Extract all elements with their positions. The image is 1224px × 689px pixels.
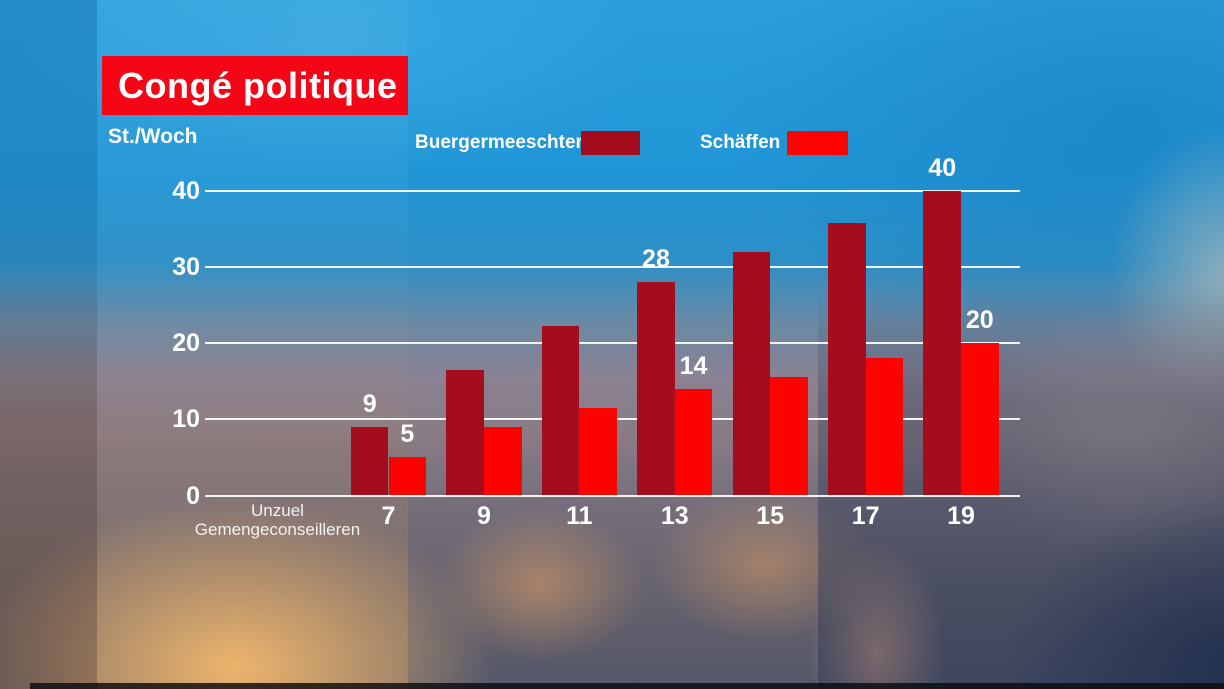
bar-buergermeeschter-9 [446, 369, 484, 496]
bar-schaeffen-7 [388, 457, 427, 496]
x-tick-label-19: 19 [947, 502, 975, 530]
bottom-black-strip [30, 683, 1224, 689]
x-tick-label-9: 9 [476, 502, 491, 530]
x-tick-label-17: 17 [851, 502, 880, 530]
y-tick-label-20: 20 [172, 329, 200, 358]
bar-value-label-buergermeeschter-19: 40 [928, 153, 957, 182]
gridline-20 [205, 342, 1020, 345]
x-axis-title-line1: Unzuel [251, 501, 304, 520]
y-tick-label-10: 10 [172, 405, 200, 434]
bar-value-label-schaeffen-19: 20 [965, 306, 994, 335]
gridline-0 [205, 494, 1020, 497]
bar-schaeffen-19 [961, 343, 999, 496]
x-tick-label-13: 13 [660, 502, 689, 530]
bar-schaeffen-17 [865, 358, 904, 496]
bar-buergermeeschter-7 [350, 426, 389, 496]
bar-buergermeeschter-13 [637, 282, 675, 496]
bar-value-label-schaeffen-13: 14 [679, 351, 708, 380]
gridline-30 [205, 265, 1020, 268]
bar-buergermeeschter-19 [923, 190, 961, 496]
title-banner: Congé politique [102, 56, 408, 115]
page-title: Congé politique [118, 64, 398, 106]
bar-schaeffen-9 [483, 426, 522, 496]
bar-schaeffen-15 [770, 377, 808, 496]
bar-value-label-schaeffen-7: 5 [400, 420, 415, 449]
y-tick-label-30: 30 [172, 252, 200, 281]
x-axis-title: Unzuel Gemengeconseilleren [175, 501, 380, 539]
gridline-40 [205, 189, 1020, 192]
x-tick-label-7: 7 [381, 502, 396, 530]
bar-schaeffen-13 [674, 388, 713, 496]
legend-label-buergermeeschter: Buergermeeschter [415, 132, 583, 153]
bar-buergermeeschter-17 [828, 223, 866, 496]
bar-buergermeeschter-11 [541, 325, 580, 496]
y-tick-label-0: 0 [186, 481, 200, 510]
bar-value-label-buergermeeschter-7: 9 [362, 389, 377, 418]
bar-value-label-buergermeeschter-13: 28 [642, 245, 670, 274]
legend-label-schaeffen: Schäffen [700, 132, 781, 153]
y-axis-unit-label: St./Woch [108, 125, 198, 148]
y-tick-label-40: 40 [172, 176, 200, 205]
legend-swatch-buergermeeschter [581, 131, 640, 155]
legend-swatch-schaeffen [787, 131, 848, 155]
bar-buergermeeschter-15 [732, 251, 771, 496]
x-axis-title-line2: Gemengeconseilleren [194, 520, 361, 539]
x-tick-label-15: 15 [756, 502, 785, 530]
x-tick-label-11: 11 [566, 502, 593, 530]
bar-schaeffen-11 [579, 407, 617, 496]
